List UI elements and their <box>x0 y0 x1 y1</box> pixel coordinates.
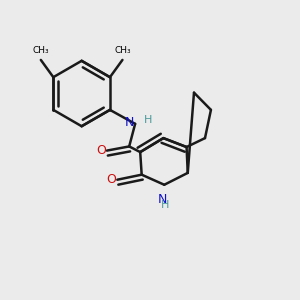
Text: H: H <box>161 200 169 210</box>
Text: N: N <box>158 193 167 206</box>
Text: N: N <box>124 116 134 129</box>
Text: CH₃: CH₃ <box>32 46 49 55</box>
Text: O: O <box>106 173 116 186</box>
Text: CH₃: CH₃ <box>114 46 131 55</box>
Text: H: H <box>144 115 152 125</box>
Text: O: O <box>97 143 106 157</box>
